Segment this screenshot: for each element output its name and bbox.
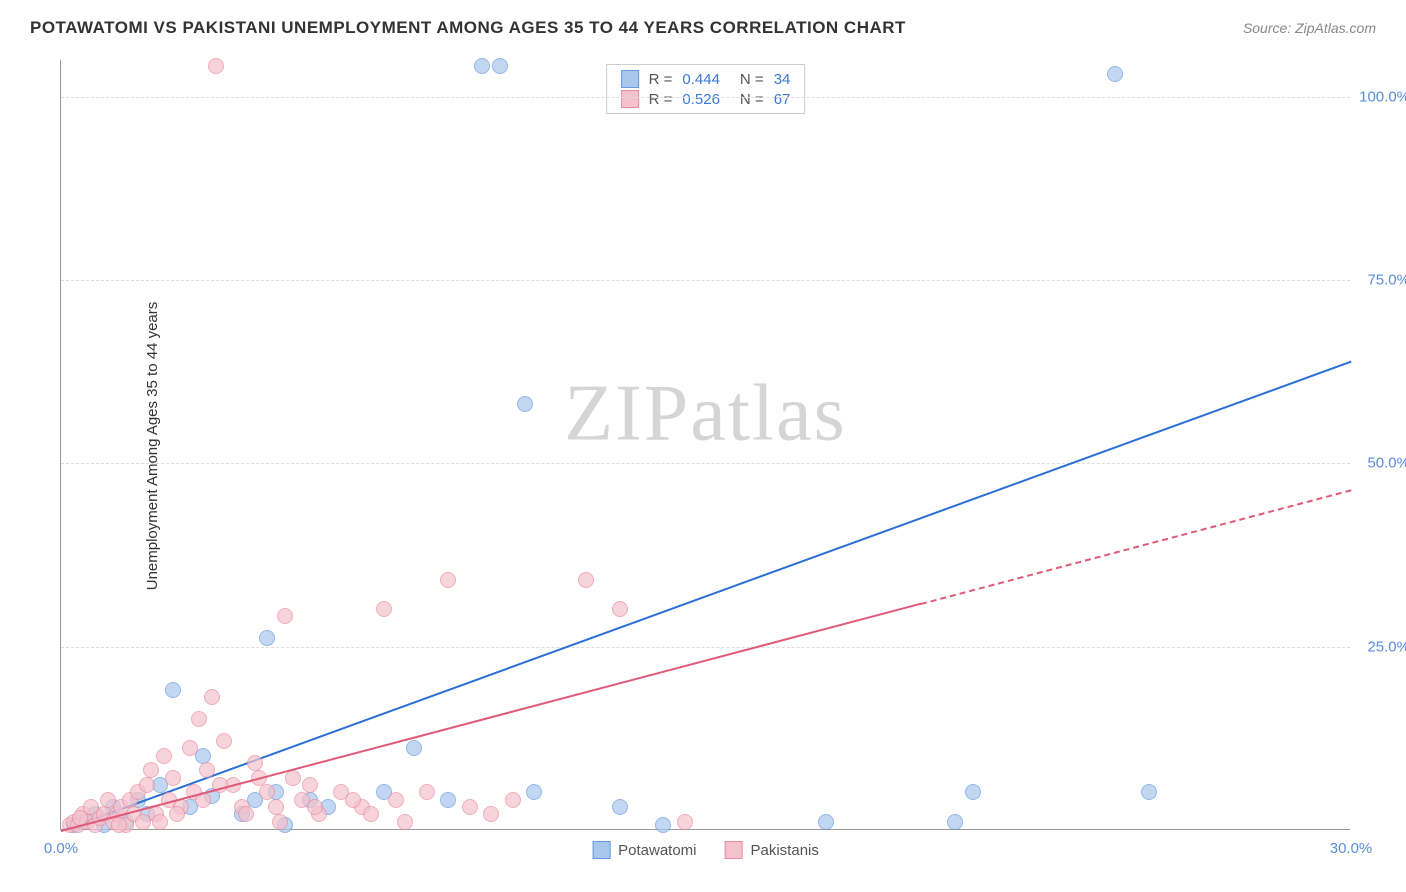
legend-swatch	[621, 90, 639, 108]
data-point	[238, 806, 254, 822]
data-point	[474, 58, 490, 74]
data-point	[397, 814, 413, 830]
n-label: N =	[740, 91, 764, 108]
data-point	[277, 608, 293, 624]
n-value: 34	[774, 71, 791, 88]
data-point	[247, 755, 263, 771]
data-point	[208, 58, 224, 74]
n-value: 67	[774, 91, 791, 108]
data-point	[302, 777, 318, 793]
r-value: 0.526	[682, 91, 720, 108]
data-point	[965, 784, 981, 800]
r-label: R =	[649, 91, 673, 108]
data-point	[165, 682, 181, 698]
data-point	[259, 784, 275, 800]
data-point	[199, 762, 215, 778]
x-tick-label: 0.0%	[44, 840, 78, 857]
data-point	[612, 601, 628, 617]
data-point	[191, 711, 207, 727]
data-point	[505, 792, 521, 808]
data-point	[1141, 784, 1157, 800]
data-point	[363, 806, 379, 822]
gridline	[61, 280, 1350, 281]
trend-line-extrapolated	[921, 489, 1352, 605]
data-point	[677, 814, 693, 830]
data-point	[818, 814, 834, 830]
data-point	[143, 762, 159, 778]
data-point	[526, 784, 542, 800]
n-label: N =	[740, 71, 764, 88]
y-tick-label: 100.0%	[1359, 88, 1406, 105]
data-point	[440, 572, 456, 588]
data-point	[578, 572, 594, 588]
chart-header: POTAWATOMI VS PAKISTANI UNEMPLOYMENT AMO…	[30, 18, 1376, 38]
data-point	[216, 733, 232, 749]
legend-label: Pakistanis	[751, 842, 819, 859]
r-value: 0.444	[682, 71, 720, 88]
data-point	[307, 799, 323, 815]
chart-title: POTAWATOMI VS PAKISTANI UNEMPLOYMENT AMO…	[30, 18, 906, 38]
data-point	[440, 792, 456, 808]
y-tick-label: 50.0%	[1367, 455, 1406, 472]
data-point	[655, 817, 671, 833]
data-point	[268, 799, 284, 815]
correlation-legend: R = 0.444 N = 34 R = 0.526 N = 67	[606, 64, 806, 114]
legend-swatch	[725, 841, 743, 859]
legend-row: R = 0.444 N = 34	[621, 69, 791, 89]
y-tick-label: 75.0%	[1367, 272, 1406, 289]
x-tick-label: 30.0%	[1330, 840, 1373, 857]
data-point	[165, 770, 181, 786]
data-point	[345, 792, 361, 808]
data-point	[204, 689, 220, 705]
legend-swatch	[621, 70, 639, 88]
scatter-chart: ZIPatlas R =0.444N =34R =0.526N =67 Pota…	[60, 60, 1350, 830]
legend-item: Potawatomi	[592, 841, 696, 859]
data-point	[612, 799, 628, 815]
legend-swatch	[592, 841, 610, 859]
y-tick-label: 25.0%	[1367, 638, 1406, 655]
data-point	[947, 814, 963, 830]
data-point	[376, 601, 392, 617]
gridline	[61, 97, 1350, 98]
data-point	[483, 806, 499, 822]
data-point	[492, 58, 508, 74]
r-label: R =	[649, 71, 673, 88]
legend-label: Potawatomi	[618, 842, 696, 859]
chart-source: Source: ZipAtlas.com	[1243, 20, 1376, 36]
watermark: ZIPatlas	[564, 368, 847, 459]
data-point	[406, 740, 422, 756]
legend-row: R = 0.526 N = 67	[621, 89, 791, 109]
legend-item: Pakistanis	[725, 841, 819, 859]
data-point	[111, 817, 127, 833]
data-point	[272, 814, 288, 830]
series-legend: Potawatomi Pakistanis	[592, 841, 819, 859]
data-point	[462, 799, 478, 815]
data-point	[259, 630, 275, 646]
data-point	[152, 814, 168, 830]
data-point	[169, 806, 185, 822]
data-point	[156, 748, 172, 764]
data-point	[419, 784, 435, 800]
data-point	[388, 792, 404, 808]
gridline	[61, 463, 1350, 464]
gridline	[61, 647, 1350, 648]
data-point	[182, 740, 198, 756]
data-point	[139, 777, 155, 793]
data-point	[1107, 66, 1123, 82]
data-point	[517, 396, 533, 412]
